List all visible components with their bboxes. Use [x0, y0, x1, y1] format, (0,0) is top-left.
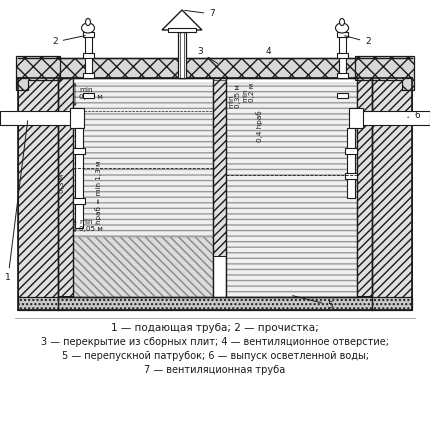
Bar: [70, 108, 84, 128]
Bar: [0, 111, 73, 125]
Bar: [213, 78, 226, 256]
Bar: [75, 128, 83, 228]
Ellipse shape: [335, 23, 348, 33]
Text: 3 — перекрытие из сборных плит; 4 — вентиляционное отверстие;: 3 — перекрытие из сборных плит; 4 — вент…: [41, 337, 389, 347]
Bar: [337, 93, 348, 98]
Text: 7 — вентиляционная труба: 7 — вентиляционная труба: [144, 365, 286, 375]
Bar: [73, 198, 85, 204]
Text: 3: 3: [197, 48, 218, 64]
Polygon shape: [16, 56, 60, 90]
Text: 2: 2: [345, 36, 371, 46]
Bar: [73, 148, 85, 154]
Text: 4: 4: [265, 48, 271, 62]
Bar: [73, 237, 213, 297]
Text: 5 — перепускной патрубок; 6 — выпуск осветленной воды;: 5 — перепускной патрубок; 6 — выпуск осв…: [61, 351, 369, 361]
Polygon shape: [162, 10, 202, 30]
Bar: [58, 58, 357, 78]
Text: 1 — подающая труба; 2 — прочистка;: 1 — подающая труба; 2 — прочистка;: [111, 323, 319, 333]
Bar: [83, 53, 94, 58]
Bar: [83, 93, 94, 98]
Bar: [178, 32, 186, 78]
Bar: [357, 78, 372, 296]
Bar: [357, 78, 412, 310]
Bar: [337, 73, 348, 78]
Bar: [168, 28, 196, 32]
Bar: [83, 73, 94, 78]
Text: hраб = min 1,3 м: hраб = min 1,3 м: [95, 160, 102, 224]
Text: 2: 2: [52, 36, 85, 46]
Bar: [357, 111, 430, 125]
Text: 0,4 hраб: 0,4 hраб: [256, 110, 263, 142]
Text: min
0,2 м: min 0,2 м: [242, 82, 255, 101]
Bar: [85, 36, 92, 78]
Text: 0,3 м: 0,3 м: [59, 173, 65, 193]
Text: 6: 6: [408, 111, 420, 120]
Bar: [349, 108, 363, 128]
Bar: [337, 53, 348, 58]
Bar: [58, 78, 73, 296]
Bar: [226, 83, 357, 297]
Bar: [73, 83, 213, 297]
Polygon shape: [355, 56, 414, 90]
Text: 7: 7: [185, 10, 215, 19]
Text: min
0,05 м: min 0,05 м: [79, 218, 103, 232]
Bar: [18, 297, 412, 310]
Text: min
0,05 м: min 0,05 м: [79, 87, 103, 101]
Bar: [345, 148, 357, 154]
Ellipse shape: [82, 23, 95, 33]
Ellipse shape: [86, 19, 90, 26]
Text: min
0,35 м: min 0,35 м: [228, 84, 241, 108]
Text: 1: 1: [5, 121, 28, 283]
Bar: [18, 78, 58, 310]
Text: 5: 5: [293, 295, 333, 310]
Bar: [345, 173, 357, 179]
Bar: [337, 32, 348, 37]
Bar: [83, 32, 94, 37]
Bar: [339, 36, 346, 78]
Bar: [347, 128, 355, 198]
Ellipse shape: [340, 19, 344, 26]
